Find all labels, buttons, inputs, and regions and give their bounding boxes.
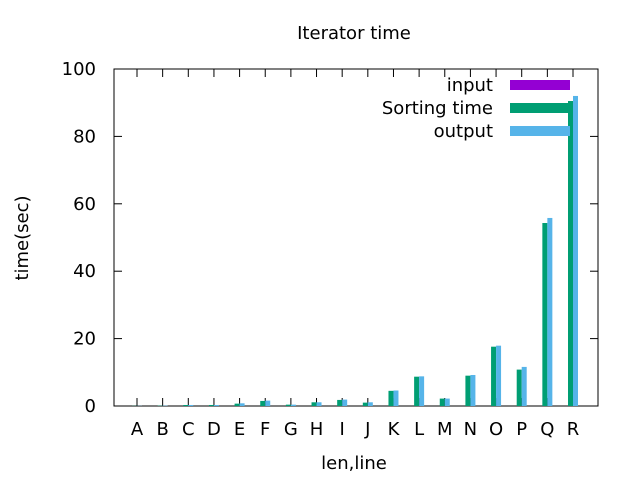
bar-output bbox=[316, 402, 322, 406]
x-tick-label: G bbox=[284, 419, 298, 440]
bar-sorting-time bbox=[285, 404, 291, 406]
legend-label: Sorting time bbox=[382, 98, 493, 119]
bar-output bbox=[393, 390, 399, 406]
x-tick-label: L bbox=[414, 419, 424, 440]
y-tick-label: 80 bbox=[73, 126, 96, 147]
x-axis-label: len,line bbox=[321, 453, 387, 474]
bar-sorting-time bbox=[439, 398, 445, 406]
x-tick-label: H bbox=[310, 419, 324, 440]
y-tick-label: 20 bbox=[73, 329, 96, 350]
x-tick-label: E bbox=[234, 419, 245, 440]
plot-frame bbox=[113, 68, 599, 407]
bar-output bbox=[496, 345, 502, 406]
bar-output bbox=[213, 404, 219, 406]
x-tick-label: R bbox=[567, 419, 580, 440]
x-tick-label: P bbox=[516, 419, 527, 440]
legend-swatch bbox=[510, 126, 570, 136]
plot-area: 0 20 40 60 80 100 A B C D E F G H I J K L M N O P Q R bbox=[62, 59, 599, 440]
x-tick-label: I bbox=[340, 419, 345, 440]
bar-output bbox=[573, 95, 578, 407]
x-tick-label: D bbox=[207, 419, 221, 440]
y-tick-label: 0 bbox=[85, 396, 96, 417]
x-tick-label: M bbox=[437, 419, 453, 440]
bar-output bbox=[470, 374, 476, 406]
x-tick-label: A bbox=[131, 419, 144, 440]
bar-sorting-time bbox=[388, 390, 394, 406]
bar-sorting-time bbox=[260, 400, 266, 406]
y-tick-label: 60 bbox=[73, 194, 96, 215]
bar-output bbox=[265, 400, 271, 406]
bar-sorting-time bbox=[465, 375, 471, 406]
bar-output bbox=[547, 217, 553, 406]
bar-sorting-time bbox=[183, 404, 189, 406]
x-tick-label: J bbox=[364, 419, 370, 440]
bar-output bbox=[521, 366, 527, 406]
y-tick-label: 100 bbox=[62, 59, 96, 80]
y-axis-label: time(sec) bbox=[12, 195, 33, 280]
bar-sorting-time bbox=[491, 346, 497, 406]
x-tick-label: F bbox=[260, 419, 270, 440]
legend-swatch bbox=[510, 80, 570, 90]
bar-output bbox=[290, 404, 296, 406]
x-tick-label: C bbox=[182, 419, 195, 440]
x-tick-label: K bbox=[388, 419, 401, 440]
bar-output bbox=[444, 398, 450, 406]
bar-output bbox=[342, 399, 348, 406]
bar-sorting-time bbox=[516, 369, 522, 406]
bar-sorting-time bbox=[234, 403, 240, 406]
bar-output bbox=[239, 403, 245, 406]
bar-sorting-time bbox=[362, 402, 368, 406]
bar-sorting-time bbox=[542, 223, 548, 406]
bar-output bbox=[188, 404, 194, 406]
legend-label: output bbox=[434, 121, 493, 142]
legend-label: input bbox=[447, 75, 493, 96]
bar-output bbox=[367, 402, 373, 406]
x-tick-label: B bbox=[156, 419, 168, 440]
x-tick-label: Q bbox=[540, 419, 554, 440]
legend-swatch bbox=[510, 103, 570, 113]
bar-sorting-time bbox=[311, 402, 317, 406]
bar-output bbox=[419, 376, 425, 406]
chart-title: Iterator time bbox=[297, 23, 411, 44]
x-tick-label: N bbox=[464, 419, 477, 440]
x-tick-label: O bbox=[489, 419, 503, 440]
bar-sorting-time bbox=[414, 376, 420, 406]
bar-sorting-time bbox=[208, 404, 214, 406]
bar-sorting-time bbox=[337, 399, 343, 406]
y-tick-label: 40 bbox=[73, 261, 96, 282]
bar-sorting-time bbox=[568, 101, 573, 406]
